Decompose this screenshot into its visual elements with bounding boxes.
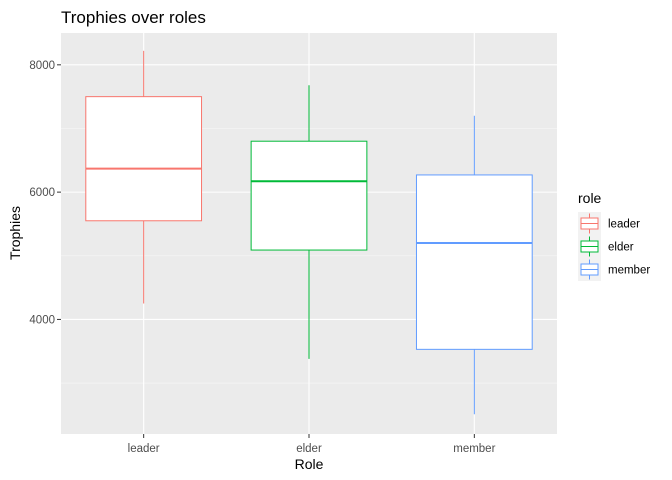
y-axis-ticks: 4000 6000 8000	[29, 60, 61, 326]
x-tick-label: elder	[296, 443, 322, 455]
y-tick-label: 8000	[29, 60, 55, 72]
legend-items: leader elder member	[578, 212, 650, 281]
box-elder	[250, 85, 368, 359]
x-tick-label: leader	[128, 443, 160, 455]
legend-label: member	[608, 265, 650, 277]
box-member	[415, 115, 533, 415]
chart-title: Trophies over roles	[61, 8, 206, 27]
y-tick-label: 6000	[29, 187, 55, 199]
box-body	[250, 140, 368, 251]
y-axis-title: Trophies	[7, 206, 23, 260]
x-axis-ticks: leader elder member	[128, 434, 496, 455]
legend-label: leader	[608, 219, 640, 231]
y-tick-label: 4000	[29, 314, 55, 326]
legend-item-leader: leader	[578, 212, 640, 235]
legend-title: role	[578, 190, 602, 206]
legend-label: elder	[608, 242, 634, 254]
legend-item-elder: elder	[578, 235, 634, 258]
box-body	[415, 174, 533, 350]
box-series	[85, 50, 533, 415]
x-axis-title: Role	[295, 456, 324, 472]
box-body	[85, 96, 203, 222]
legend-item-member: member	[578, 258, 650, 281]
legend: role leader elder member	[578, 190, 650, 281]
box-leader	[85, 50, 203, 304]
x-tick-label: member	[453, 443, 495, 455]
